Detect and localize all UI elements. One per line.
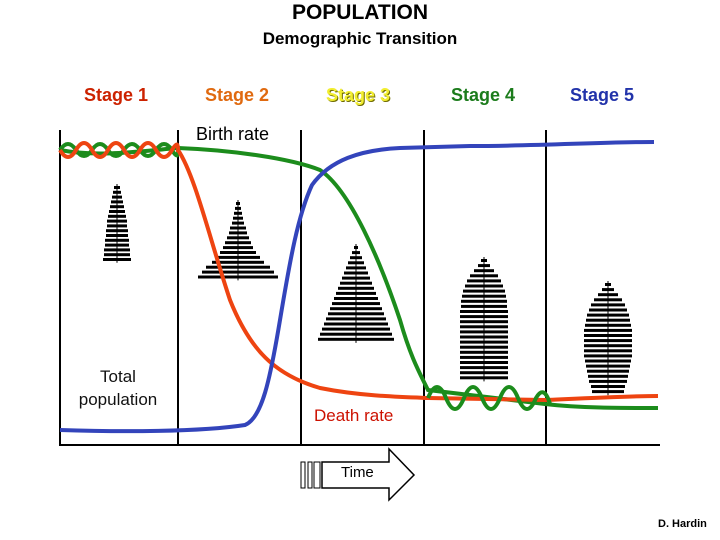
population-pyramid-stage-4 xyxy=(460,257,508,382)
time-arrow-mark-3 xyxy=(313,461,321,489)
population-pyramids xyxy=(103,184,632,396)
death-rate-curve xyxy=(176,148,659,403)
population-pyramid-stage-1 xyxy=(103,184,131,263)
author-credit: D. Hardin xyxy=(658,518,707,530)
time-arrow-mark-2 xyxy=(307,461,313,489)
stage-1-label: Stage 1 xyxy=(84,85,149,105)
total-population-label: Total population xyxy=(78,367,158,409)
population-pyramid-stage-5 xyxy=(584,281,632,396)
time-arrow-mark-1 xyxy=(300,461,306,489)
time-label: Time xyxy=(341,464,374,481)
population-pyramid-stage-2 xyxy=(198,200,278,281)
stage-5-label: Stage 5 xyxy=(570,85,635,105)
time-arrow xyxy=(300,447,416,502)
stage-4-label: Stage 4 xyxy=(451,85,516,105)
diagram-title: POPULATION xyxy=(291,1,429,24)
death-rate-wave-stage1 xyxy=(58,141,181,159)
stage-2-label: Stage 2 xyxy=(205,85,270,105)
total-population-curve xyxy=(59,140,655,434)
death-rate-label: Death rate xyxy=(314,406,394,425)
diagram-subtitle: Demographic Transition xyxy=(262,29,458,48)
population-pyramid-stage-3 xyxy=(318,244,394,343)
time-arrow-body xyxy=(321,447,416,502)
birth-rate-label: Birth rate xyxy=(196,124,270,144)
stage-3-label: Stage 3 xyxy=(326,85,391,105)
birth-rate-wave-stage4 xyxy=(426,385,552,411)
